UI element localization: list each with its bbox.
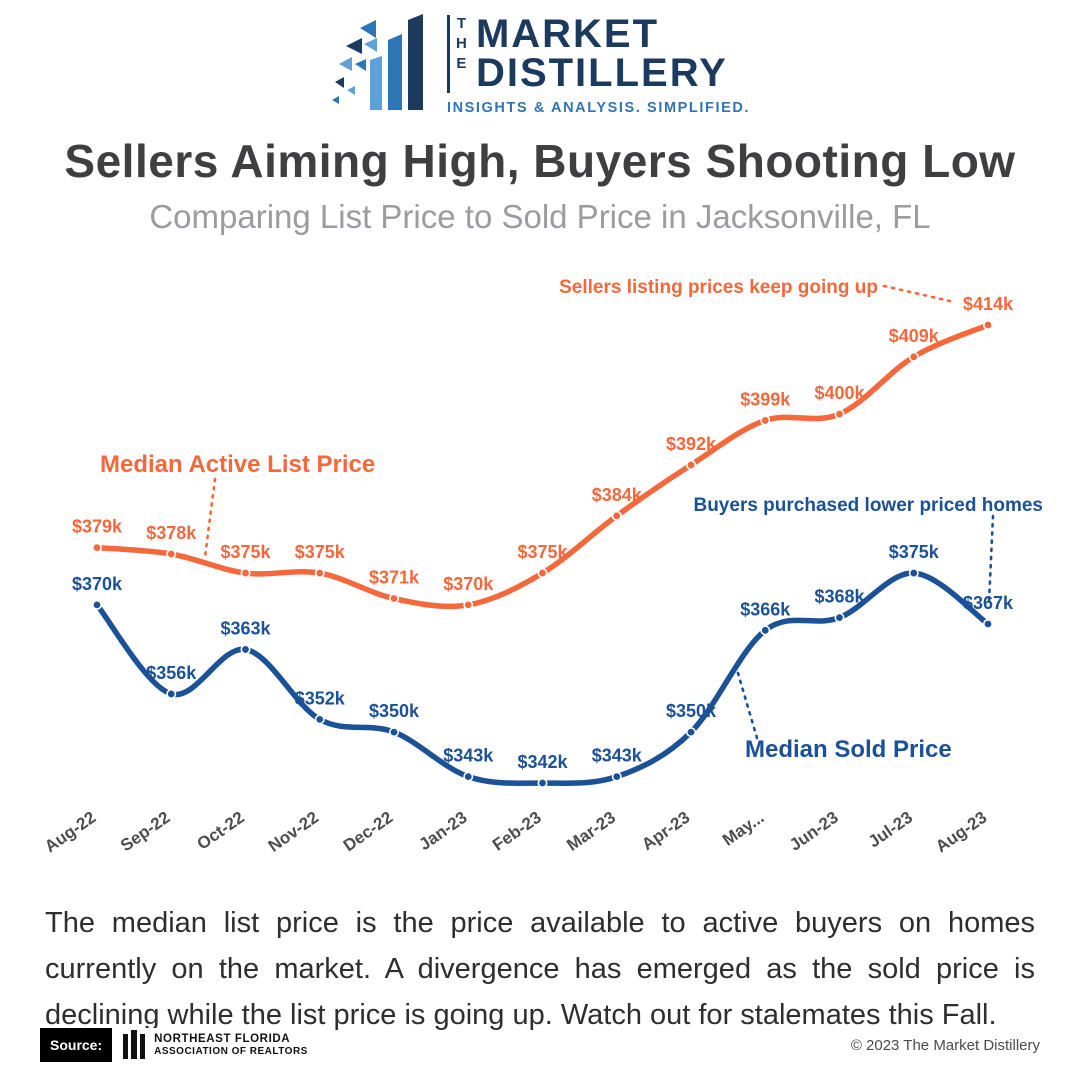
logo-wordmark: THE MARKET DISTILLERY INSIGHTS & ANALYSI… bbox=[446, 11, 751, 117]
median-sold-price-point-Jan-23 bbox=[463, 771, 474, 782]
median-sold-price-point-Oct-22 bbox=[240, 644, 251, 655]
x-tick-label: Dec-22 bbox=[340, 808, 397, 856]
x-tick-label: Nov-22 bbox=[265, 808, 322, 856]
logo-tagline: INSIGHTS & ANALYSIS. SIMPLIFIED. bbox=[446, 100, 751, 117]
median-sold-price-data-label: $352k bbox=[295, 688, 346, 708]
market-distillery-logo: THE MARKET DISTILLERY INSIGHTS & ANALYSI… bbox=[0, 12, 1080, 119]
legend-median-sold-price: Median Sold Price bbox=[745, 736, 952, 763]
x-tick-label: May... bbox=[719, 808, 768, 850]
median-active-list-price-data-label: $414k bbox=[963, 294, 1014, 314]
median-sold-price-point-Aug-23 bbox=[982, 618, 993, 629]
logo-word-distillery: DISTILLERY bbox=[475, 51, 728, 95]
median-sold-price-point-Dec-22 bbox=[388, 727, 399, 738]
logo-word-market: MARKET bbox=[475, 11, 660, 56]
price-comparison-chart: Sellers listing prices keep going up Buy… bbox=[0, 260, 1080, 860]
median-active-list-price-data-label: $384k bbox=[592, 485, 643, 505]
median-active-list-price-point-Apr-23 bbox=[685, 459, 696, 470]
x-tick-label: Jun-23 bbox=[786, 808, 842, 855]
median-active-list-price-data-label: $392k bbox=[666, 434, 717, 454]
x-tick-label: Jan-23 bbox=[416, 808, 471, 854]
median-active-list-price-point-Feb-23 bbox=[537, 568, 548, 579]
median-active-list-price-point-Jan-23 bbox=[463, 599, 474, 610]
buyers-leader-line bbox=[987, 514, 995, 604]
median-sold-price-data-label: $363k bbox=[220, 618, 271, 638]
x-tick-label: Feb-23 bbox=[489, 808, 545, 855]
median-sold-price-data-label: $366k bbox=[740, 599, 791, 619]
footer: Source: NORTHEAST FLORIDA ASSOCIATION OF… bbox=[40, 1024, 1040, 1066]
source-attribution: Source: NORTHEAST FLORIDA ASSOCIATION OF… bbox=[40, 1028, 318, 1062]
median-sold-price-point-Feb-23 bbox=[537, 777, 548, 788]
median-active-list-price-point-Jun-23 bbox=[834, 409, 845, 420]
median-sold-price-data-label: $375k bbox=[889, 542, 940, 562]
median-active-list-price-data-label: $375k bbox=[295, 542, 346, 562]
logo-the: THE bbox=[446, 14, 470, 94]
median-sold-price-data-label: $350k bbox=[666, 701, 717, 721]
median-active-list-price-data-label: $375k bbox=[517, 542, 568, 562]
median-active-list-price-point-May... bbox=[760, 415, 771, 426]
median-sold-price-data-label: $367k bbox=[963, 593, 1014, 613]
sellers-leader-line bbox=[882, 284, 956, 304]
description-text: The median list price is the price avail… bbox=[45, 907, 1035, 1031]
median-sold-price-point-Aug-22 bbox=[92, 599, 103, 610]
median-sold-price-data-label: $350k bbox=[369, 701, 420, 721]
median-sold-price-point-Apr-23 bbox=[685, 727, 696, 738]
median-active-list-price-point-Aug-23 bbox=[982, 319, 993, 330]
median-sold-price-data-label: $370k bbox=[72, 574, 123, 594]
median-sold-price-point-Jul-23 bbox=[908, 568, 919, 579]
page-title: Sellers Aiming High, Buyers Shooting Low bbox=[64, 135, 1016, 187]
annotation-sellers: Sellers listing prices keep going up bbox=[559, 277, 878, 298]
line-chart-canvas: Sellers listing prices keep going up Buy… bbox=[41, 277, 1043, 857]
x-tick-label: Aug-23 bbox=[932, 808, 990, 857]
x-tick-label: Apr-23 bbox=[638, 808, 693, 854]
x-tick-label: Oct-22 bbox=[194, 808, 248, 854]
median-sold-price-point-Sep-22 bbox=[166, 688, 177, 699]
median-active-list-price-data-label: $379k bbox=[72, 517, 123, 537]
legend-active-list-price: Median Active List Price bbox=[100, 451, 375, 478]
median-sold-price-data-label: $343k bbox=[592, 746, 643, 766]
x-tick-label: Jul-23 bbox=[865, 808, 916, 852]
median-sold-price-data-label: $343k bbox=[443, 746, 494, 766]
nefar-logo: NORTHEAST FLORIDA ASSOCIATION OF REALTOR… bbox=[112, 1028, 318, 1062]
median-active-list-price-point-Nov-22 bbox=[314, 568, 325, 579]
distillery-bars-icon bbox=[330, 12, 435, 119]
median-active-list-price-data-label: $375k bbox=[220, 542, 271, 562]
median-active-list-price-data-label: $409k bbox=[889, 326, 940, 346]
median-sold-price-data-label: $368k bbox=[814, 587, 865, 607]
annotation-buyers: Buyers purchased lower priced homes bbox=[693, 495, 1043, 516]
x-tick-label: Sep-22 bbox=[117, 808, 174, 856]
source-org-line1: NORTHEAST FLORIDA bbox=[154, 1032, 291, 1045]
median-sold-price-point-Nov-22 bbox=[314, 714, 325, 725]
median-sold-price-point-Jun-23 bbox=[834, 612, 845, 623]
median-active-list-price-data-label: $370k bbox=[443, 574, 494, 594]
median-sold-price-point-May... bbox=[760, 625, 771, 636]
sold-price-leader-line bbox=[733, 661, 759, 740]
median-active-list-price-data-label: $399k bbox=[740, 389, 791, 409]
median-active-list-price-point-Sep-22 bbox=[166, 548, 177, 559]
list-price-leader-line bbox=[203, 477, 217, 559]
median-sold-price-data-label: $342k bbox=[517, 752, 568, 772]
x-tick-label: Mar-23 bbox=[563, 808, 619, 855]
x-tick-label: Aug-22 bbox=[41, 808, 99, 857]
median-active-list-price-point-Mar-23 bbox=[611, 510, 622, 521]
nefar-bars-icon bbox=[123, 1030, 146, 1059]
copyright: © 2023 The Market Distillery bbox=[850, 1036, 1040, 1054]
median-active-list-price-point-Dec-22 bbox=[388, 593, 399, 604]
median-active-list-price-data-label: $378k bbox=[146, 523, 197, 543]
median-active-list-price-data-label: $371k bbox=[369, 568, 420, 588]
median-active-list-price-point-Jul-23 bbox=[908, 351, 919, 362]
median-active-list-price-point-Aug-22 bbox=[92, 542, 103, 553]
source-label: Source: bbox=[40, 1028, 113, 1062]
median-sold-price-data-label: $356k bbox=[146, 663, 197, 683]
page-subtitle: Comparing List Price to Sold Price in Ja… bbox=[149, 198, 931, 235]
median-sold-price-point-Mar-23 bbox=[611, 771, 622, 782]
median-active-list-price-data-label: $400k bbox=[814, 383, 865, 403]
source-org-line2: ASSOCIATION OF REALTORS bbox=[154, 1045, 308, 1057]
median-active-list-price-point-Oct-22 bbox=[240, 568, 251, 579]
